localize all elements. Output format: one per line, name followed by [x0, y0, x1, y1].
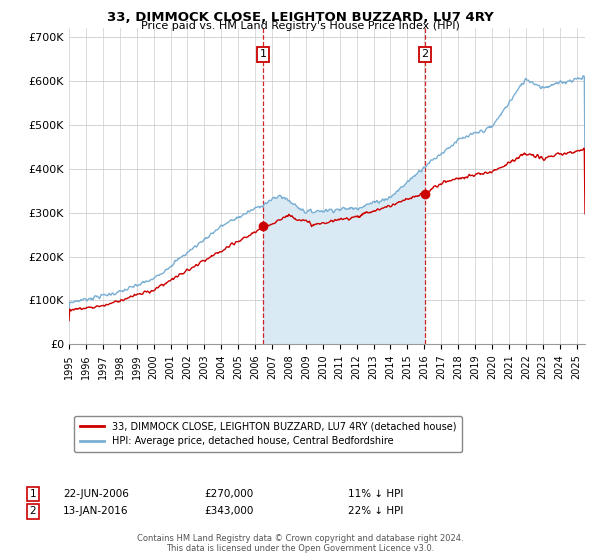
Legend: 33, DIMMOCK CLOSE, LEIGHTON BUZZARD, LU7 4RY (detached house), HPI: Average pric: 33, DIMMOCK CLOSE, LEIGHTON BUZZARD, LU7… [74, 416, 462, 452]
Text: £270,000: £270,000 [204, 489, 253, 499]
Text: 2: 2 [29, 506, 37, 516]
Text: 2: 2 [421, 49, 428, 59]
Text: Contains HM Land Registry data © Crown copyright and database right 2024.
This d: Contains HM Land Registry data © Crown c… [137, 534, 463, 553]
Text: 33, DIMMOCK CLOSE, LEIGHTON BUZZARD, LU7 4RY: 33, DIMMOCK CLOSE, LEIGHTON BUZZARD, LU7… [107, 11, 493, 24]
Text: 1: 1 [260, 49, 266, 59]
Text: 22% ↓ HPI: 22% ↓ HPI [348, 506, 403, 516]
Text: 13-JAN-2016: 13-JAN-2016 [63, 506, 128, 516]
Text: £343,000: £343,000 [204, 506, 253, 516]
Text: 22-JUN-2006: 22-JUN-2006 [63, 489, 129, 499]
Text: 1: 1 [29, 489, 37, 499]
Text: 11% ↓ HPI: 11% ↓ HPI [348, 489, 403, 499]
Text: Price paid vs. HM Land Registry's House Price Index (HPI): Price paid vs. HM Land Registry's House … [140, 21, 460, 31]
